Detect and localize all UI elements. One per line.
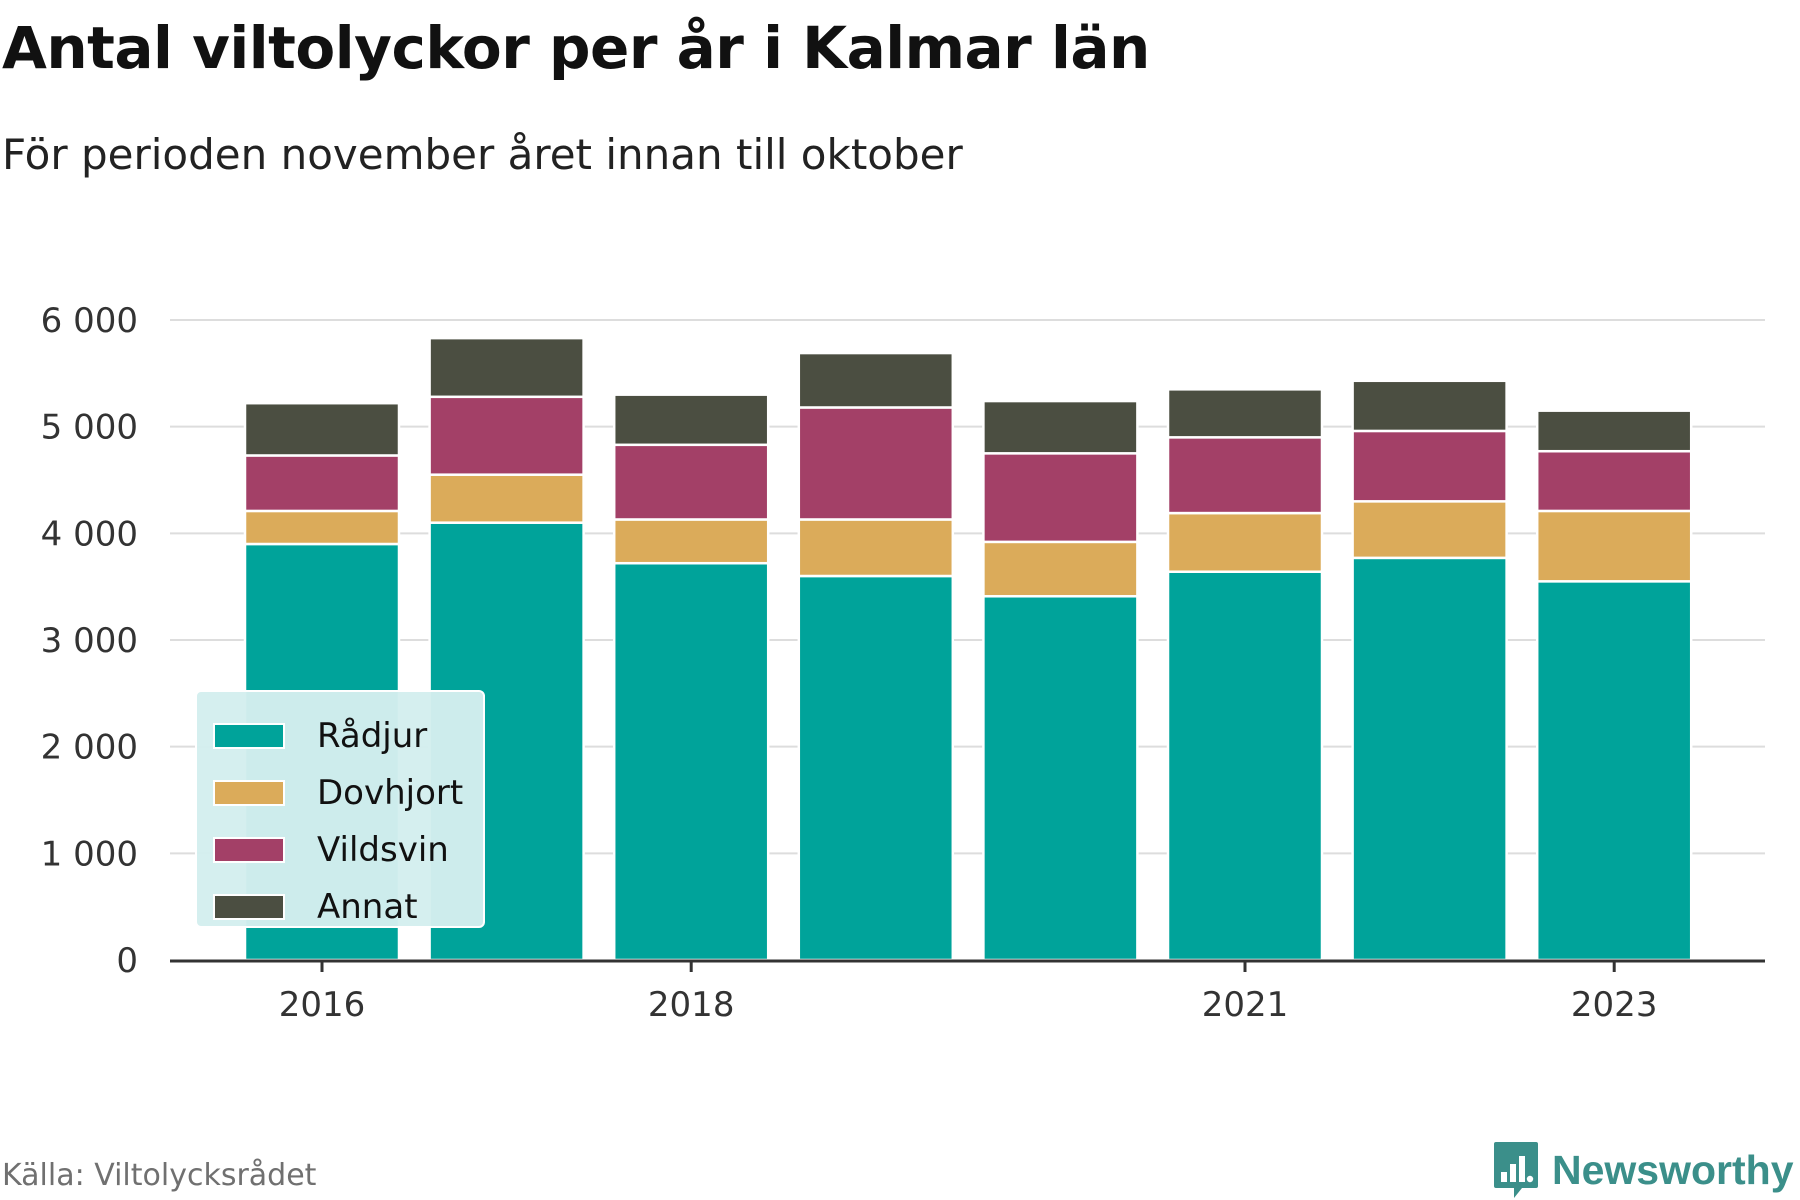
bar-segment-vildsvin: [982, 452, 1139, 544]
y-tick-label: 3 000: [41, 621, 138, 661]
legend-label-vildsvin: Vildsvin: [317, 830, 449, 870]
legend-label-radjur: Rådjur: [317, 716, 428, 756]
legend-swatch-annat: [213, 894, 285, 920]
bar-segment-vildsvin: [797, 406, 955, 521]
bar-segment-annat: [428, 336, 585, 399]
bar-segment-dovhjort: [982, 540, 1139, 598]
bar-segment-annat: [982, 399, 1139, 455]
chart-title: Antal viltolyckor per år i Kalmar län: [2, 14, 1150, 82]
bar-segment-dovhjort: [1166, 511, 1324, 573]
bar-segment-dovhjort: [1535, 509, 1693, 583]
legend-item-dovhjort: Dovhjort: [213, 773, 463, 813]
bar-segment-vildsvin: [1166, 436, 1324, 515]
bar-segment-annat: [1351, 379, 1508, 433]
legend-item-vildsvin: Vildsvin: [213, 830, 449, 870]
bar-segment-dovhjort: [612, 518, 770, 565]
bar-segment-dovhjort: [797, 518, 955, 578]
bar-segment-vildsvin: [428, 395, 585, 476]
bar-segment-dovhjort: [1351, 500, 1508, 560]
y-tick-label: 5 000: [41, 408, 138, 448]
x-tick-label: 2016: [279, 985, 366, 1025]
y-tick-label: 6 000: [41, 301, 138, 341]
bar-segment-vildsvin: [1535, 449, 1693, 513]
y-tick-label: 4 000: [41, 514, 138, 554]
newsworthy-logo-icon: [1494, 1142, 1538, 1198]
legend-item-radjur: Rådjur: [213, 716, 427, 756]
x-tick-label: 2023: [1571, 985, 1658, 1025]
legend-item-annat: Annat: [213, 887, 418, 927]
source-note: Källa: Viltolycksrådet: [2, 1158, 317, 1193]
bar-segment-vildsvin: [1351, 429, 1508, 503]
legend-label-dovhjort: Dovhjort: [317, 773, 464, 813]
bar-segment-annat: [797, 351, 955, 409]
bar-segment-annat: [1166, 388, 1324, 439]
bar-segment-radjur: [797, 574, 955, 962]
legend-swatch-radjur: [213, 723, 285, 749]
legend-label-annat: Annat: [317, 887, 418, 927]
bar-segment-dovhjort: [243, 509, 401, 546]
bar-segment-radjur: [1351, 556, 1508, 962]
x-tick-label: 2018: [648, 985, 735, 1025]
bar-segment-vildsvin: [612, 443, 770, 521]
bar-segment-annat: [1535, 409, 1693, 453]
y-tick-label: 0: [116, 941, 138, 981]
legend-swatch-dovhjort: [213, 780, 285, 806]
x-tick-label: 2021: [1202, 985, 1289, 1025]
brand-logo: Newsworthy: [1492, 1140, 1794, 1200]
chart-subtitle: För perioden november året innan till ok…: [2, 130, 963, 179]
legend-swatch-vildsvin: [213, 837, 285, 863]
bar-segment-annat: [243, 401, 401, 457]
legend: Rådjur Dovhjort Vildsvin Annat: [195, 690, 485, 928]
bar-segment-radjur: [1535, 580, 1693, 962]
y-tick-label: 1 000: [41, 834, 138, 874]
bar-segment-vildsvin: [243, 454, 401, 513]
bar-segment-radjur: [1166, 570, 1324, 962]
bar-segment-dovhjort: [428, 473, 585, 524]
y-tick-label: 2 000: [41, 728, 138, 768]
bar-segment-radjur: [982, 595, 1139, 962]
bar-segment-annat: [612, 393, 770, 447]
bar-segment-radjur: [612, 561, 770, 962]
brand-name: Newsworthy: [1552, 1146, 1794, 1193]
